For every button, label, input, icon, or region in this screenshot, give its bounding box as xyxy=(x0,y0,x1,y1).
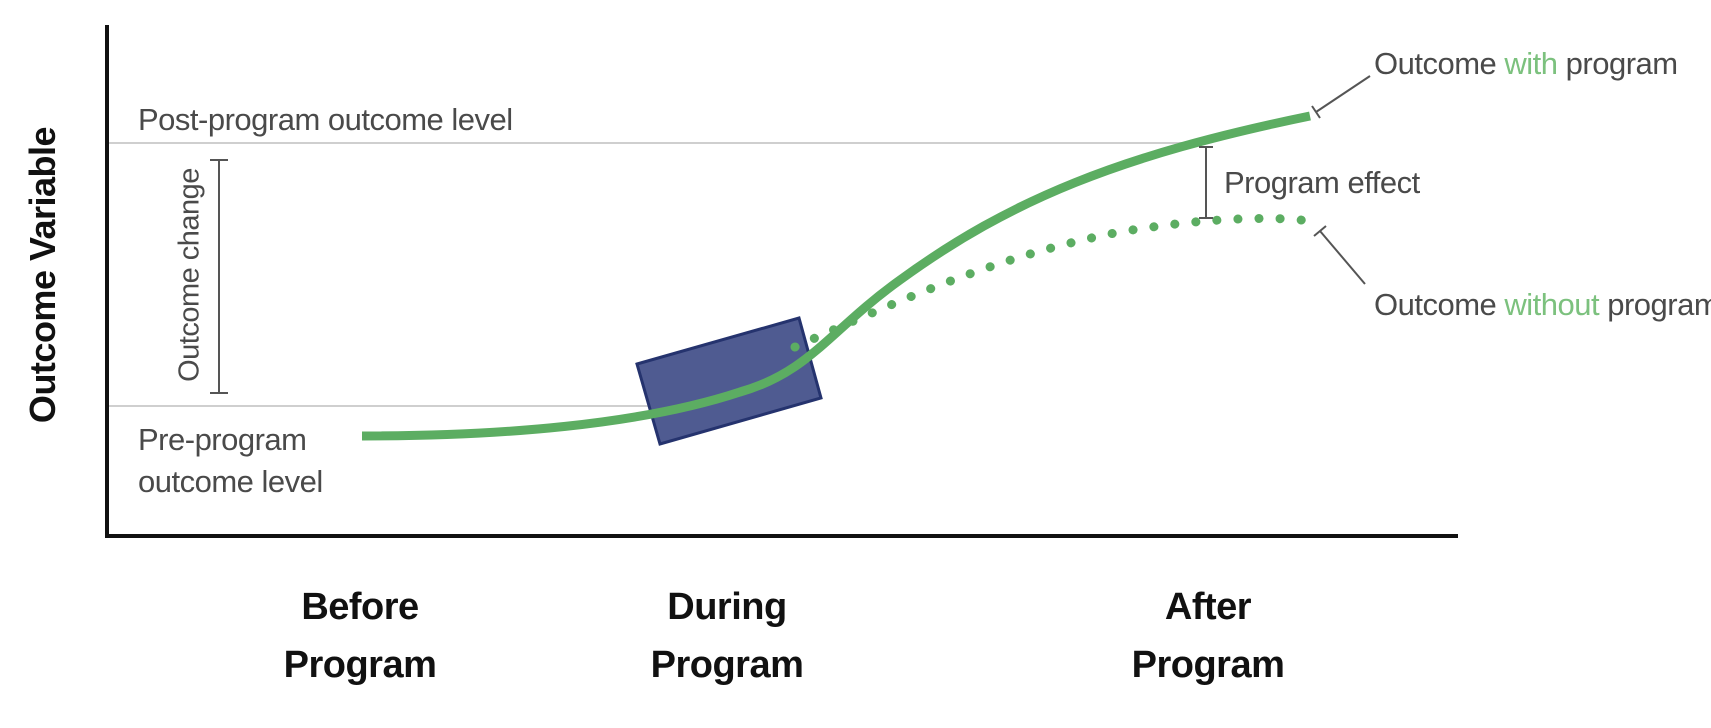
x-category-during: During Program xyxy=(627,578,827,694)
x-category-after-line1: After xyxy=(1164,586,1252,628)
with-suffix: program xyxy=(1557,46,1678,81)
x-category-after-line2: Program xyxy=(1131,644,1285,686)
x-category-during-line1: During xyxy=(667,586,787,628)
program-box xyxy=(635,316,823,446)
pre-level-label-line1: Pre-program xyxy=(138,422,307,457)
with-program-leader xyxy=(1311,75,1371,119)
outcome-change-bracket xyxy=(210,159,228,394)
outcome-without-program-label: Outcome without program xyxy=(1374,287,1711,323)
outcome-without-program-curve xyxy=(790,213,1320,352)
program-effect-label: Program effect xyxy=(1224,165,1420,200)
without-key-word: without xyxy=(1504,287,1600,322)
without-suffix: program xyxy=(1599,287,1711,322)
without-prefix: Outcome xyxy=(1374,287,1505,322)
outcome-with-program-label: Outcome with program xyxy=(1374,46,1678,82)
post-level-label: Post-program outcome level xyxy=(138,102,513,137)
x-category-before-line2: Program xyxy=(283,644,437,686)
without-program-leader xyxy=(1313,225,1366,285)
with-key-word: with xyxy=(1504,46,1558,81)
x-category-during-line2: Program xyxy=(650,644,804,686)
pre-level-label-line2: outcome level xyxy=(138,464,323,499)
x-category-after: After Program xyxy=(1108,578,1308,694)
outcome-change-label: Outcome change xyxy=(173,168,206,382)
x-category-before: Before Program xyxy=(260,578,460,694)
program-effect-bracket xyxy=(1199,146,1213,219)
y-axis-label: Outcome Variable xyxy=(22,126,63,424)
outcome-with-program-curve xyxy=(361,111,1311,441)
with-prefix: Outcome xyxy=(1374,46,1505,81)
pre-level-label: Pre-program outcome level xyxy=(138,419,323,503)
x-category-before-line1: Before xyxy=(301,586,419,628)
